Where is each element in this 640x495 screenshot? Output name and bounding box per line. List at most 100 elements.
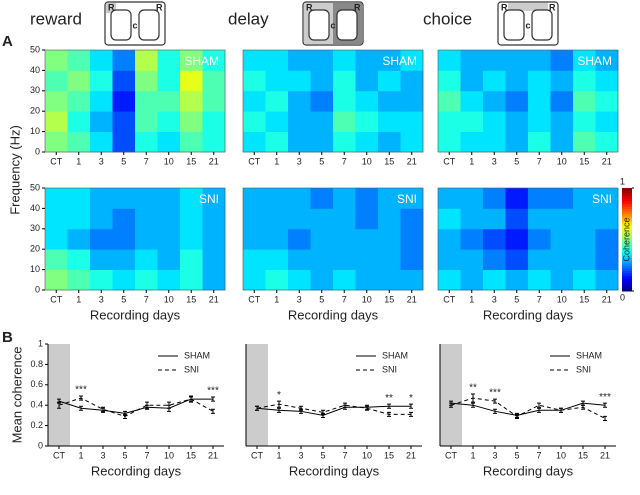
condition-label: reward	[30, 9, 82, 28]
maze-letter: c	[132, 20, 137, 30]
colorbar-step	[622, 206, 632, 210]
x-tick-label: 21	[602, 294, 612, 304]
x-tick-label: 15	[384, 294, 394, 304]
y-tick-label: 10	[30, 126, 40, 136]
heatmap-cell	[483, 90, 506, 112]
colorbar-step	[622, 249, 632, 253]
error-bar	[145, 401, 149, 409]
maze-letter: R	[108, 2, 115, 12]
colorbar-step	[622, 234, 632, 238]
y-tick-label: 0.2	[30, 420, 43, 430]
heatmap-cell	[157, 131, 181, 153]
heatmap-cell	[505, 111, 529, 132]
heatmap-cell	[180, 90, 203, 112]
maze-letter: R	[354, 2, 361, 12]
heatmap-cell	[528, 111, 551, 132]
error-bar	[493, 398, 497, 404]
heatmap-cell	[67, 208, 91, 230]
heatmap-cell	[45, 70, 68, 92]
error-bar	[123, 413, 127, 419]
x-axis-label: Recording days	[483, 463, 574, 478]
significance-label: **	[469, 383, 477, 394]
heatmap-cell	[460, 131, 484, 153]
heatmap-cell	[202, 131, 226, 153]
colorbar-step	[622, 265, 632, 269]
y-tick-label: 1	[38, 338, 43, 348]
colorbar-step	[622, 236, 632, 240]
heatmap-cell	[112, 111, 136, 132]
legend-label: SHAM	[184, 350, 210, 360]
heatmap-cell	[505, 208, 529, 230]
heatmap-cell	[333, 208, 356, 230]
plot-frame	[44, 187, 226, 291]
error-bar	[387, 411, 391, 417]
heatmap-cell	[67, 188, 91, 209]
heatmap-cell	[460, 269, 484, 291]
heatmap-cell	[135, 111, 158, 132]
maze-arm	[503, 9, 525, 41]
error-bar	[255, 405, 259, 411]
heatmap-cell	[483, 228, 506, 250]
x-tick-label: 15	[186, 294, 196, 304]
legend-label: SNI	[382, 364, 397, 374]
x-tick-label: 1	[470, 450, 475, 460]
heatmap-cell	[310, 269, 334, 291]
error-bar	[321, 409, 325, 415]
x-tick-label: 3	[99, 294, 104, 304]
heatmap-cell	[355, 188, 379, 209]
heatmap-cell	[90, 228, 113, 250]
heatmap-cell	[135, 269, 158, 291]
heatmap-cell	[202, 249, 226, 270]
heatmap-cell	[90, 131, 113, 153]
plot-frame	[242, 187, 424, 291]
x-tick-label: 15	[186, 450, 196, 460]
heatmap-cell	[355, 70, 379, 92]
error-bar	[493, 408, 497, 414]
heatmap-cell	[202, 208, 226, 230]
condition-label: delay	[228, 9, 269, 28]
colorbar-step	[622, 229, 632, 233]
heatmap-cell	[573, 188, 596, 209]
colorbar-step	[622, 198, 632, 202]
error-bar	[537, 407, 541, 413]
heatmap-cell	[288, 90, 311, 112]
heatmap-cell	[333, 70, 356, 92]
x-tick-label: 7	[536, 450, 541, 460]
heatmap-cell	[67, 50, 91, 71]
heatmap-cell	[333, 90, 356, 112]
heatmap-cell	[438, 131, 461, 153]
heatmap-cell	[202, 90, 226, 112]
significance-label: ***	[75, 385, 87, 396]
heatmap-cell	[288, 188, 311, 209]
heatmap-cell	[310, 188, 334, 209]
heatmap-cell	[483, 269, 506, 291]
x-tick-label: 7	[144, 156, 149, 166]
significance-label: ***	[489, 388, 501, 399]
x-tick-label: 10	[557, 294, 567, 304]
colorbar-step	[622, 195, 632, 199]
heatmap-cell	[202, 188, 226, 209]
x-tick-label: 1	[76, 294, 81, 304]
x-tick-label: 7	[537, 294, 542, 304]
heatmap-cell	[135, 131, 158, 153]
heatmap-cell	[265, 131, 289, 153]
heatmap-cell	[45, 111, 68, 132]
heatmap-cell	[265, 249, 289, 270]
heatmap-cell	[573, 269, 596, 291]
heatmap-cell	[483, 131, 506, 153]
heatmap-cell	[528, 269, 551, 291]
x-tick-label: 15	[186, 156, 196, 166]
x-tick-label: 10	[556, 450, 566, 460]
maze-letter: R	[501, 2, 508, 12]
error-bar	[299, 405, 303, 411]
series-line	[450, 402, 606, 416]
colorbar-step	[622, 283, 632, 287]
error-bar	[101, 406, 105, 412]
baseline-shade	[48, 344, 70, 446]
heatmap-cell	[45, 50, 68, 71]
heatmap-cell	[265, 111, 289, 132]
heatmap-cell	[595, 131, 619, 153]
heatmap-cell	[400, 111, 424, 132]
panel-group-label: SNI	[592, 192, 612, 206]
x-tick-label: 5	[121, 294, 126, 304]
